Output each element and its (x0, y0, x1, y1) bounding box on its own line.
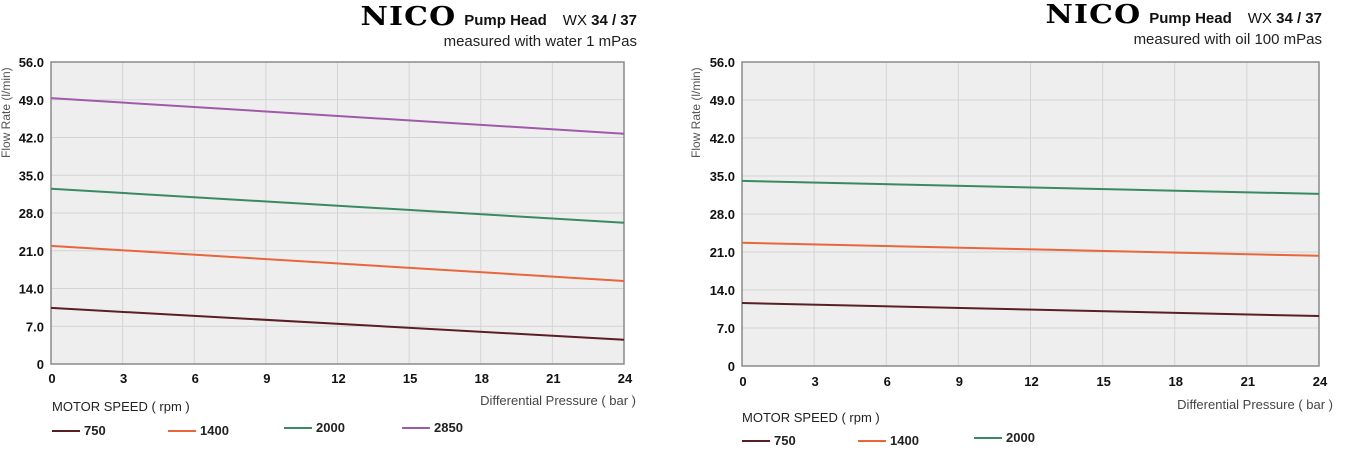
x-axis-label: Differential Pressure ( bar ) (1177, 397, 1333, 412)
y-tick-label: 7.0 (717, 321, 735, 336)
legend-swatch (402, 426, 430, 429)
y-tick-label: 35.0 (19, 168, 44, 183)
legend-label: 2000 (1006, 430, 1035, 445)
model-number: 34 / 37 (1276, 10, 1322, 27)
y-tick-label: 28.0 (19, 206, 44, 221)
y-tick-label: 35.0 (710, 169, 735, 184)
series-line-2000 (50, 187, 625, 224)
legend-label: 750 (774, 433, 796, 448)
x-tick-label: 9 (956, 374, 963, 389)
model-prefix: WX (1247, 10, 1272, 27)
y-tick-label: 0 (37, 357, 44, 372)
x-tick-label: 24 (1313, 374, 1328, 389)
legend-item-750: 750 (742, 433, 796, 448)
y-axis-label: Flow Rate (l/min) (689, 67, 703, 158)
legend-swatch (52, 429, 80, 432)
legend-label: 2850 (434, 420, 463, 435)
y-tick-label: 28.0 (710, 207, 735, 222)
chart-title: Pump Head (1149, 10, 1232, 27)
chart-subtitle: measured with oil 100 mPas (1133, 31, 1322, 48)
x-tick-label: 15 (1096, 374, 1110, 389)
brand-logo: NICO (360, 2, 457, 32)
x-tick-label: 18 (1169, 374, 1183, 389)
line-chart-water: 0 7.0 14.0 21.0 28.0 35.0 42.0 49.0 56.0 0 3 6 9 12 15… (0, 55, 636, 408)
legend-label: 1400 (890, 433, 919, 448)
x-tick-label: 0 (48, 371, 55, 386)
chart-title: Pump Head (464, 12, 547, 29)
y-tick-label: 42.0 (710, 131, 735, 146)
series-line-1400 (50, 244, 625, 282)
x-tick-label: 12 (1024, 374, 1038, 389)
legend-swatch (284, 426, 312, 429)
x-tick-label: 21 (546, 371, 560, 386)
x-tick-label: 24 (618, 371, 633, 386)
y-tick-label: 21.0 (710, 245, 735, 260)
x-tick-label: 6 (884, 374, 891, 389)
model-number: 34 / 37 (591, 12, 637, 29)
series-line-750 (50, 306, 625, 341)
series-line-750 (741, 302, 1320, 318)
y-tick-label: 14.0 (19, 282, 44, 297)
y-tick-label: 56.0 (710, 55, 735, 70)
y-tick-label: 14.0 (710, 283, 735, 298)
legend-item-750: 750 (52, 423, 106, 438)
chart-panel-oil: NICO Pump Head WX 34 / 37 measured with … (672, 0, 1345, 461)
x-tick-label: 21 (1241, 374, 1255, 389)
x-tick-label: 0 (739, 374, 746, 389)
legend-label: 750 (84, 423, 106, 438)
model-prefix: WX (562, 12, 587, 29)
legend-label: 1400 (200, 423, 229, 438)
model-label: WX 34 / 37 (1248, 10, 1322, 27)
plot-frame (50, 61, 625, 365)
legend-item-2000: 2000 (284, 420, 345, 435)
y-tick-label: 42.0 (19, 131, 44, 146)
legend-swatch (858, 439, 886, 442)
legend-item-2850: 2850 (402, 420, 463, 435)
line-chart-oil: 0 7.0 14.0 21.0 28.0 35.0 42.0 49.0 56.0 0 3 6 9 12 15… (689, 55, 1333, 412)
legend-title: MOTOR SPEED ( rpm ) (52, 399, 190, 414)
y-tick-label: 7.0 (26, 319, 44, 334)
y-tick-label: 21.0 (19, 244, 44, 259)
chart-panel-water: NICO Pump Head WX 34 / 37 measured with … (0, 0, 672, 461)
chart-header: NICO Pump Head WX 34 / 37 measured with … (1045, 0, 1322, 48)
y-tick-label: 49.0 (19, 93, 44, 108)
x-tick-label: 3 (120, 371, 127, 386)
y-axis-label: Flow Rate (l/min) (0, 67, 13, 158)
y-tick-label: 0 (728, 359, 735, 374)
legend-item-1400: 1400 (168, 423, 229, 438)
x-tick-label: 12 (331, 371, 345, 386)
brand-logo: NICO (1045, 0, 1142, 30)
legend-swatch (168, 429, 196, 432)
legend-swatch (974, 436, 1002, 439)
series-line-2000 (741, 179, 1320, 195)
x-tick-label: 9 (263, 371, 270, 386)
chart-header: NICO Pump Head WX 34 / 37 measured with … (360, 2, 637, 50)
x-axis-label: Differential Pressure ( bar ) (480, 393, 636, 408)
plot-frame (741, 61, 1320, 367)
legend-title: MOTOR SPEED ( rpm ) (742, 410, 880, 425)
legend-label: 2000 (316, 420, 345, 435)
series-line-1400 (741, 241, 1320, 257)
x-tick-label: 18 (475, 371, 489, 386)
y-tick-label: 56.0 (19, 55, 44, 70)
legend-item-1400: 1400 (858, 433, 919, 448)
chart-subtitle: measured with water 1 mPas (443, 33, 637, 50)
legend-item-2000: 2000 (974, 430, 1035, 445)
legend-swatch (742, 439, 770, 442)
x-tick-label: 3 (812, 374, 819, 389)
model-label: WX 34 / 37 (563, 12, 637, 29)
x-tick-label: 6 (192, 371, 199, 386)
y-tick-label: 49.0 (710, 93, 735, 108)
series-line-2850 (50, 97, 625, 135)
x-tick-label: 15 (403, 371, 417, 386)
